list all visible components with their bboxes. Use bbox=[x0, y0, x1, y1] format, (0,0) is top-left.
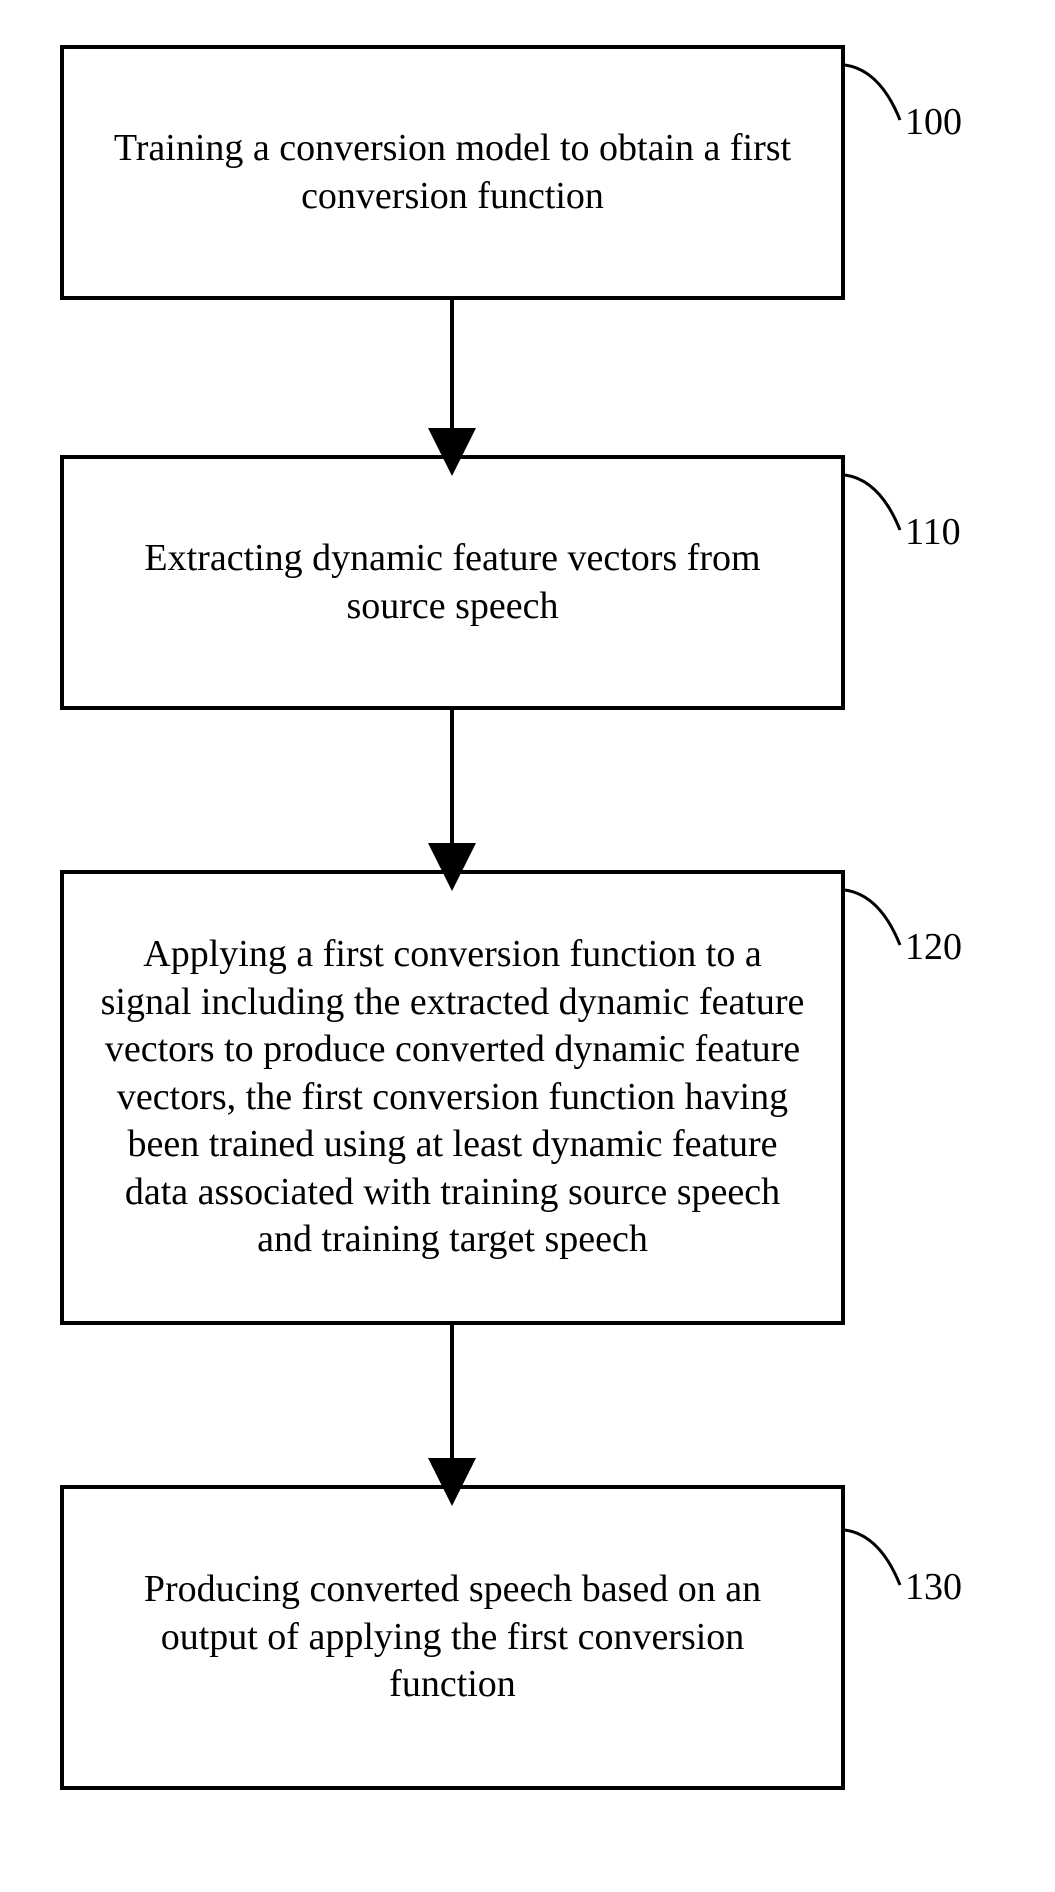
flow-node-text: Producing converted speech based on an o… bbox=[64, 1566, 841, 1709]
flow-node-130: Producing converted speech based on an o… bbox=[60, 1485, 845, 1790]
leader-110 bbox=[845, 475, 900, 530]
flow-node-text: Training a conversion model to obtain a … bbox=[64, 125, 841, 220]
flow-node-label-120: 120 bbox=[905, 925, 962, 969]
flowchart-container: Training a conversion model to obtain a … bbox=[0, 0, 1055, 1892]
flow-node-label-110: 110 bbox=[905, 510, 961, 554]
flow-node-text: Extracting dynamic feature vectors from … bbox=[64, 535, 841, 630]
leader-120 bbox=[845, 890, 900, 945]
flow-node-110: Extracting dynamic feature vectors from … bbox=[60, 455, 845, 710]
leader-130 bbox=[845, 1530, 900, 1585]
flow-node-label-130: 130 bbox=[905, 1565, 962, 1609]
flow-node-label-100: 100 bbox=[905, 100, 962, 144]
flow-node-text: Applying a first conversion function to … bbox=[64, 931, 841, 1264]
leader-100 bbox=[845, 65, 900, 120]
flow-node-100: Training a conversion model to obtain a … bbox=[60, 45, 845, 300]
flow-node-120: Applying a first conversion function to … bbox=[60, 870, 845, 1325]
